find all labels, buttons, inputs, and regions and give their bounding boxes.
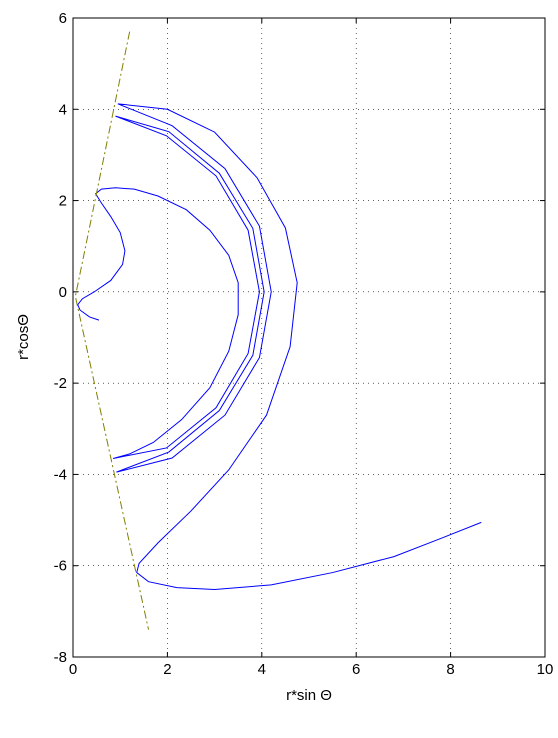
y-tick-label: 4 bbox=[59, 101, 67, 118]
y-tick-label: -2 bbox=[54, 375, 67, 392]
y-tick-label: -6 bbox=[54, 558, 67, 575]
x-tick-label: 0 bbox=[69, 661, 77, 678]
y-axis-label: r*cosΘ bbox=[15, 314, 32, 360]
x-tick-label: 8 bbox=[446, 661, 454, 678]
y-tick-label: 0 bbox=[59, 284, 67, 301]
plot-area bbox=[73, 18, 545, 657]
x-tick-label: 2 bbox=[163, 661, 171, 678]
y-tick-label: -8 bbox=[54, 649, 67, 666]
data-line bbox=[74, 31, 150, 630]
y-tick-label: 2 bbox=[59, 193, 67, 210]
y-tick-label: 6 bbox=[59, 10, 67, 27]
plot-frame bbox=[72, 17, 546, 658]
x-tick-label: 6 bbox=[352, 661, 360, 678]
x-axis-label: r*sin Θ bbox=[286, 687, 332, 704]
x-tick-label: 4 bbox=[258, 661, 266, 678]
x-tick-label: 10 bbox=[537, 661, 554, 678]
y-tick-label: -4 bbox=[54, 466, 67, 483]
